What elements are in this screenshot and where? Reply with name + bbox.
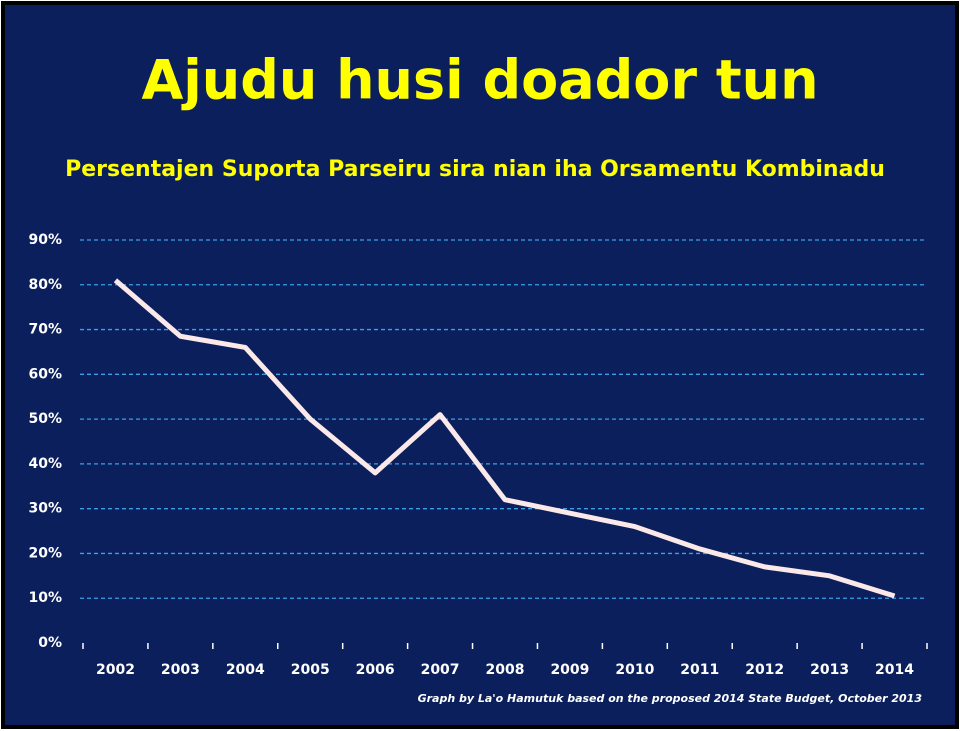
x-tick-label: 2008 xyxy=(486,662,525,678)
x-tick-label: 2009 xyxy=(550,662,589,678)
x-tick-label: 2012 xyxy=(745,662,784,678)
y-tick-label: 0% xyxy=(38,635,62,651)
x-tick-label: 2003 xyxy=(161,662,200,678)
x-tick-label: 2014 xyxy=(875,662,914,678)
chart-subtitle: Persentajen Suporta Parseiru sira nian i… xyxy=(65,157,885,182)
data-line xyxy=(113,278,896,599)
y-tick-label: 90% xyxy=(28,232,62,248)
x-tick-label: 2011 xyxy=(680,662,719,678)
x-tick-label: 2007 xyxy=(421,662,460,678)
x-tick-label: 2004 xyxy=(226,662,265,678)
x-tick-label: 2013 xyxy=(810,662,849,678)
chart-title: Ajudu husi doador tun xyxy=(141,49,818,112)
note: Graph by La'o Hamutuk based on the propo… xyxy=(418,692,923,705)
y-tick-label: 30% xyxy=(28,501,62,517)
y-tick-label: 70% xyxy=(28,322,62,338)
y-tick-label: 20% xyxy=(28,545,62,561)
y-tick-label: 50% xyxy=(28,411,62,427)
x-tick-label: 2006 xyxy=(356,662,395,678)
y-tick-label: 10% xyxy=(28,590,62,606)
x-tick-label: 2010 xyxy=(615,662,654,678)
x-tick-label: 2002 xyxy=(96,662,135,678)
y-tick-label: 40% xyxy=(28,456,62,472)
x-tick-label: 2005 xyxy=(291,662,330,678)
y-tick-label: 80% xyxy=(28,277,62,293)
y-tick-label: 60% xyxy=(28,366,62,382)
